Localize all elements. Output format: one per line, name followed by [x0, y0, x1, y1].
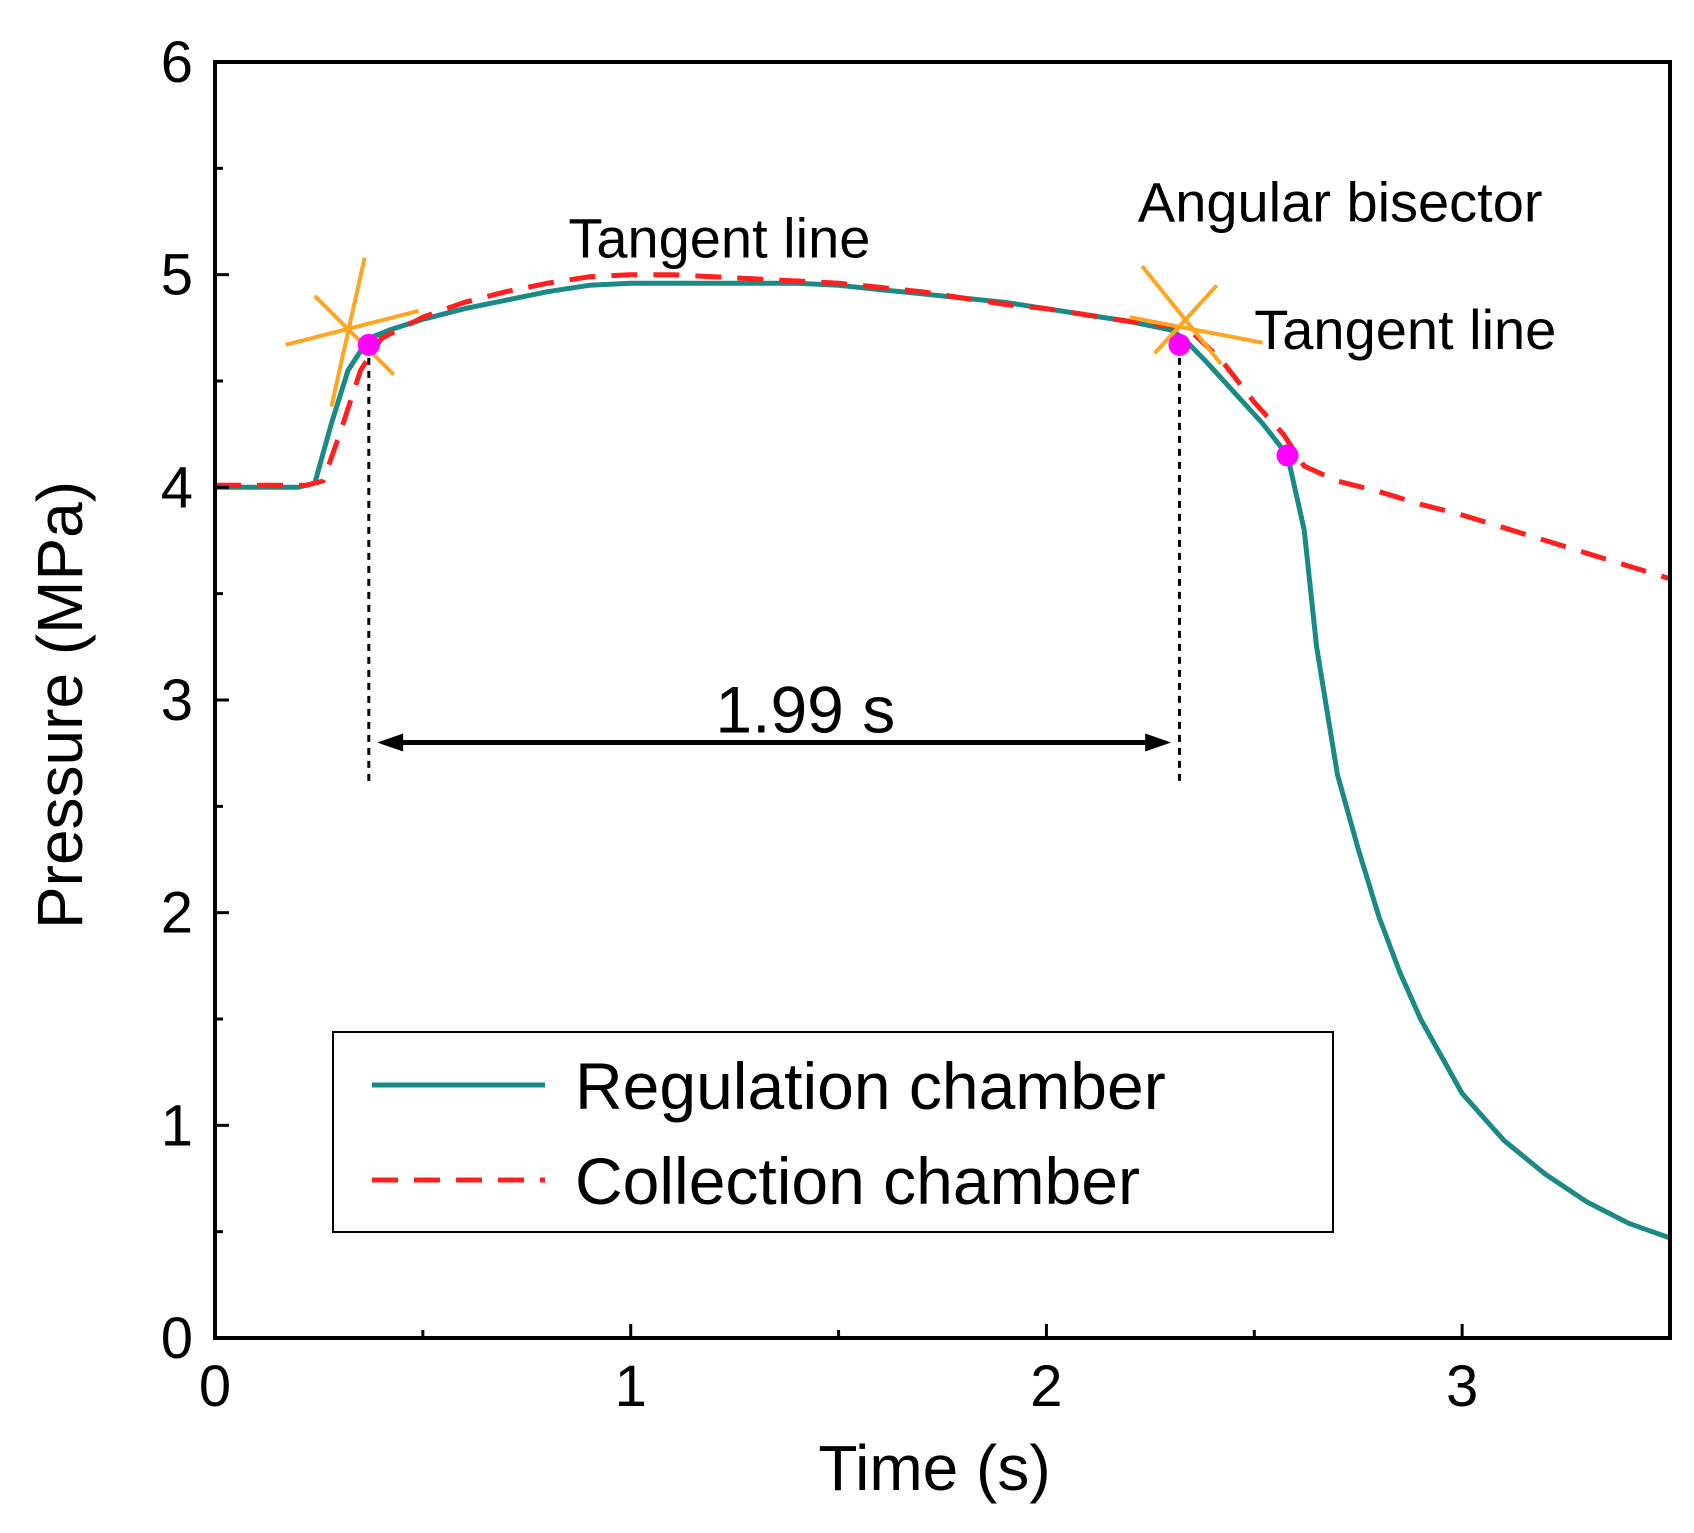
marker-point-1 [1168, 333, 1191, 356]
x-tick-label: 1 [615, 1354, 647, 1419]
marker-point-2 [1276, 444, 1299, 467]
y-tick-label: 0 [161, 1306, 193, 1371]
y-axis-title: Pressure (MPa) [24, 481, 96, 929]
y-tick-label: 6 [161, 30, 193, 95]
legend-label-regulation-chamber: Regulation chamber [575, 1049, 1166, 1123]
series-line-regulation-chamber [215, 280, 1671, 1241]
y-tick-label: 2 [161, 881, 193, 946]
y-tick-label: 4 [161, 455, 193, 520]
annotation-text-2: Tangent line [1254, 298, 1556, 361]
span-label: 1.99 s [715, 673, 895, 747]
legend-box [332, 1031, 1334, 1233]
series-layer [215, 272, 1671, 1241]
construction-line-2 [313, 294, 396, 377]
construction-line-0 [285, 308, 420, 347]
annotation-layer: Tangent line Angular bisector Tangent line [568, 171, 1556, 362]
y-tick-label: 3 [161, 668, 193, 733]
annotation-text-0: Tangent line [568, 207, 870, 270]
construction-line-5 [1153, 283, 1219, 355]
x-axis-title: Time (s) [818, 1432, 1050, 1504]
ticks-layer [213, 60, 1464, 1340]
construction-line-1 [329, 257, 367, 407]
x-tick-label: 0 [199, 1354, 231, 1419]
annotation-text-1: Angular bisector [1138, 171, 1543, 234]
legend: Regulation chamber Collection chamber [332, 1031, 1334, 1233]
x-tick-label: 3 [1446, 1354, 1478, 1419]
construction-layer: 1.99 s [285, 257, 1263, 786]
span-arrow-head-left [377, 733, 404, 752]
y-tick-label: 5 [161, 243, 193, 308]
y-tick-label: 1 [161, 1093, 193, 1158]
x-tick-label: 2 [1030, 1354, 1062, 1419]
span-arrow-head-right [1145, 733, 1172, 752]
legend-label-collection-chamber: Collection chamber [575, 1144, 1140, 1218]
marker-point-0 [357, 333, 380, 356]
construction-line-4 [1140, 264, 1223, 366]
marker-layer [357, 333, 1299, 467]
series-line-collection-chamber [215, 272, 1671, 582]
tick-labels-layer: 0 1 2 3 0 1 2 3 4 5 6 [161, 30, 1479, 1419]
